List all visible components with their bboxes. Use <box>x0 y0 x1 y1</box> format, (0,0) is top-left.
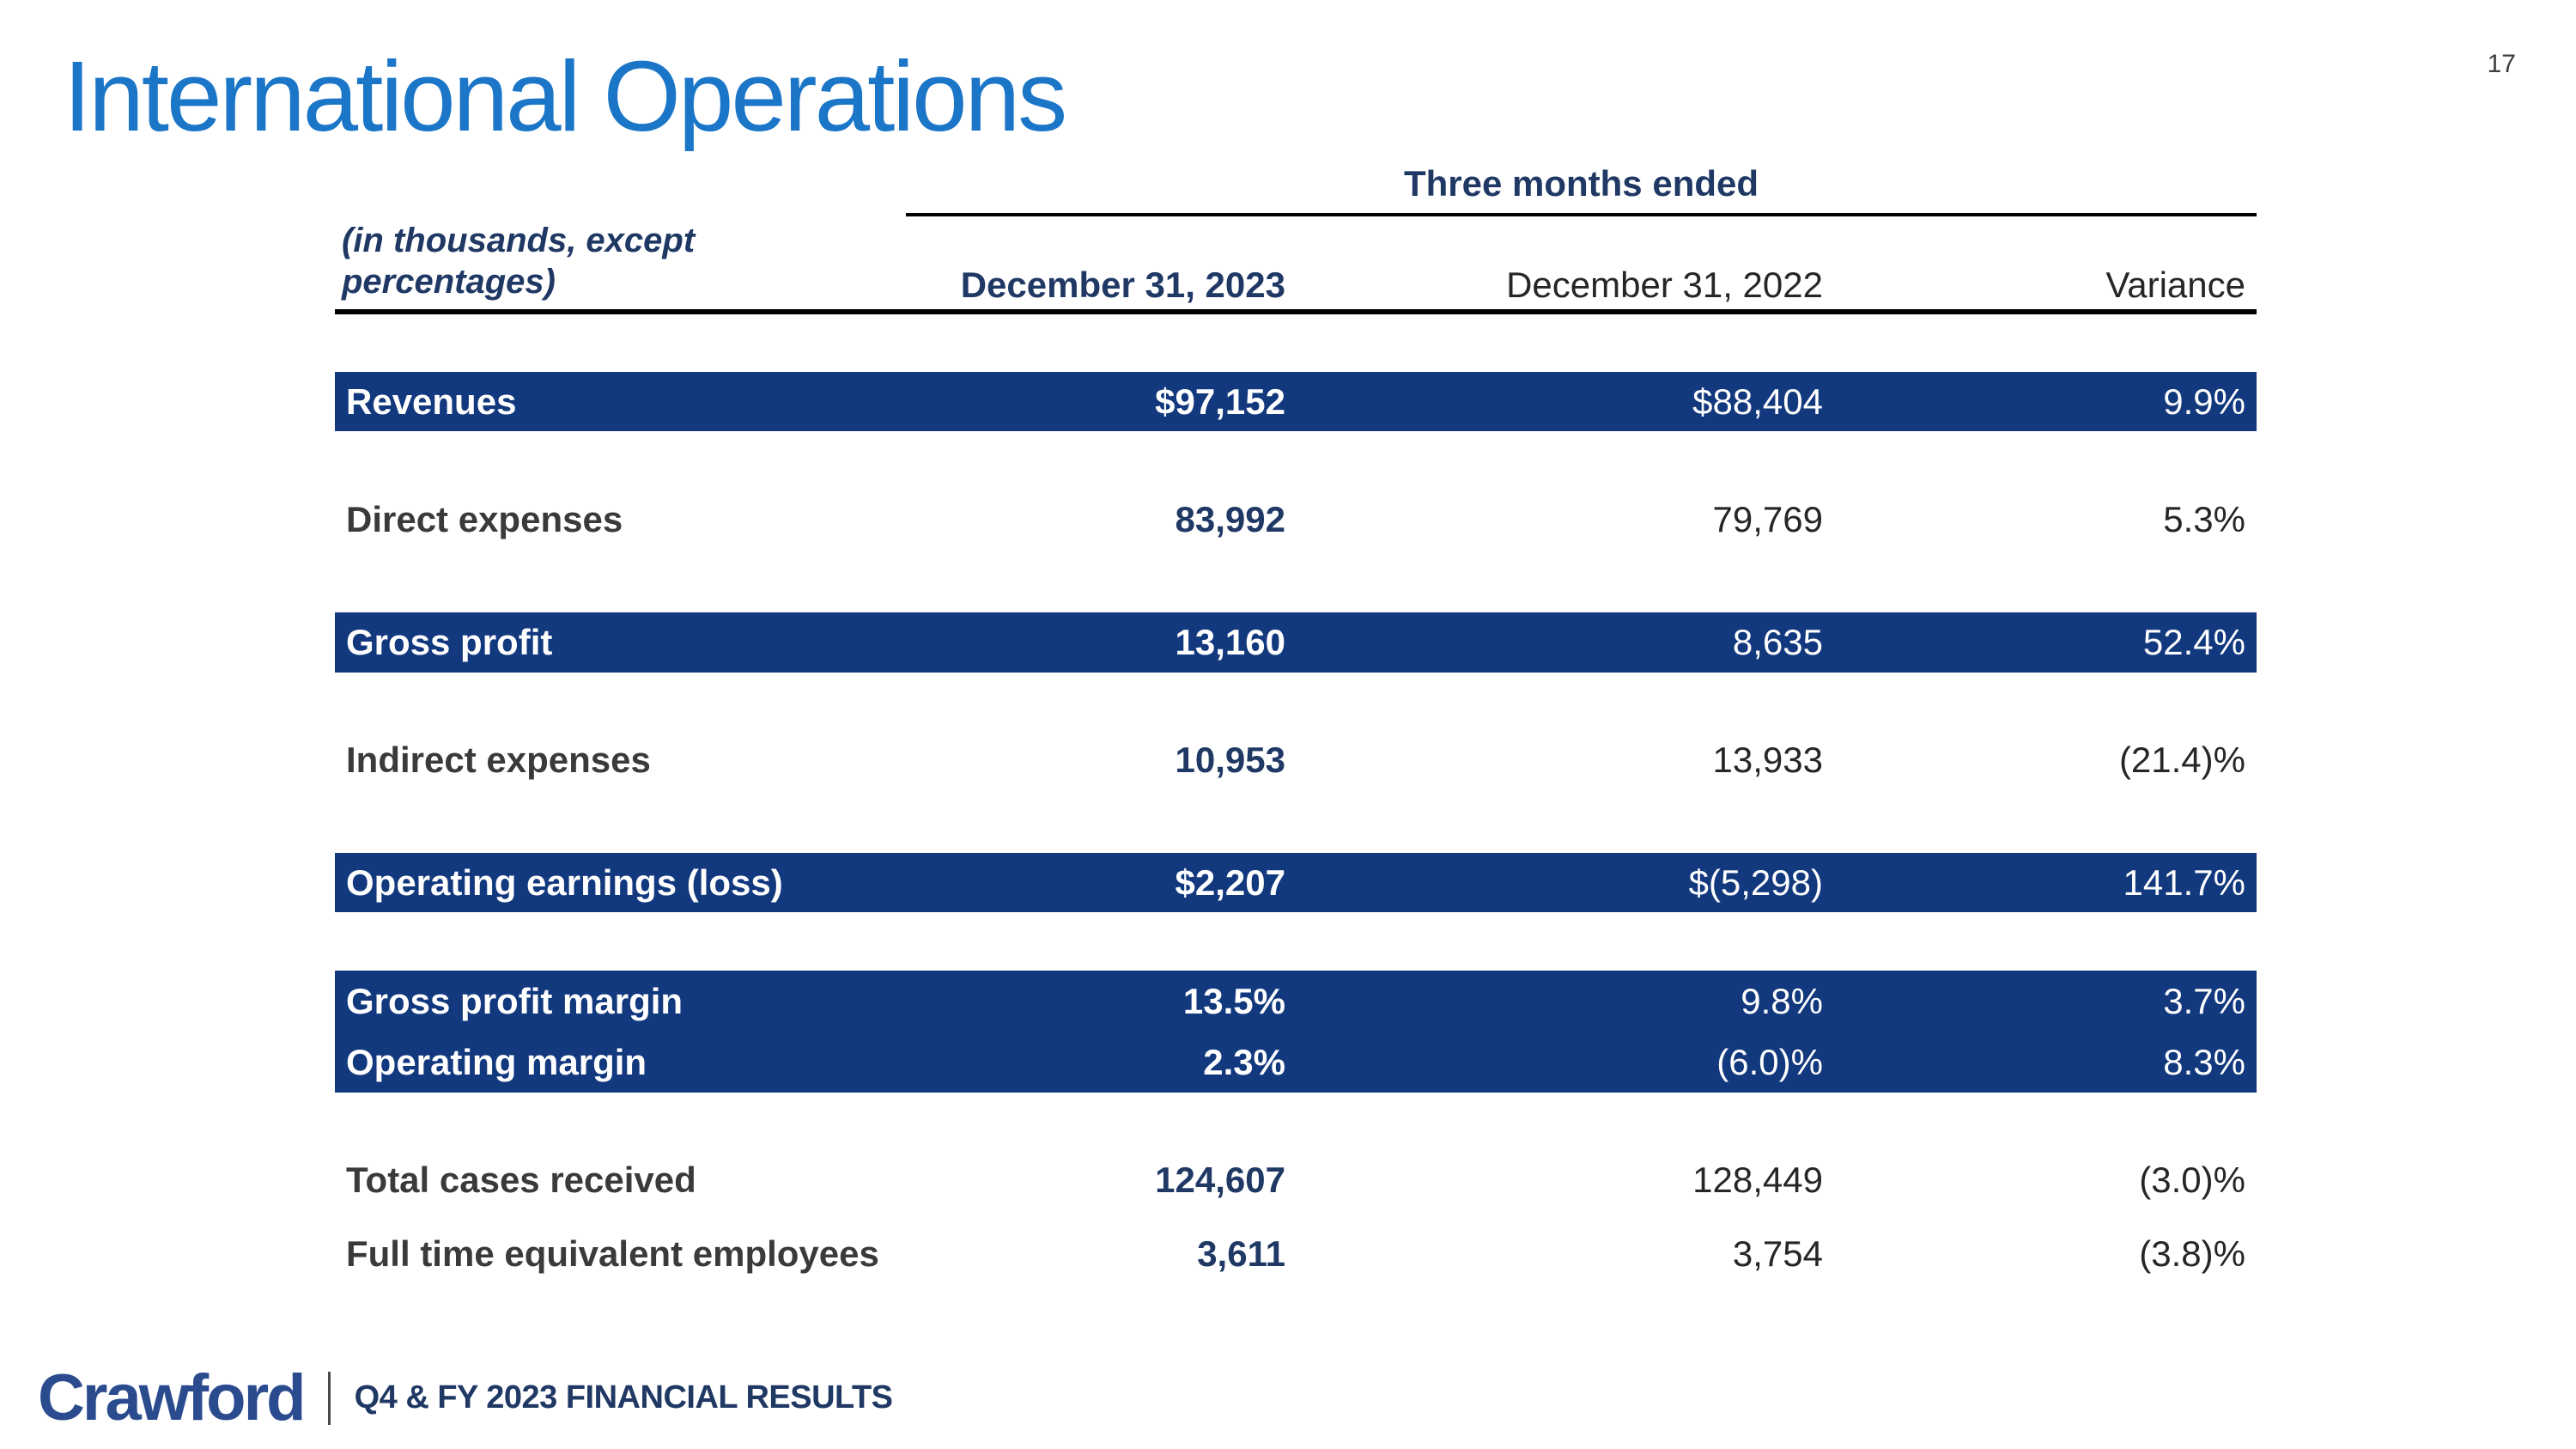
value-2022: 3,754 <box>1732 1233 1823 1274</box>
value-variance: 141.7% <box>2123 861 2245 903</box>
value-variance: 8.3% <box>2163 1041 2245 1082</box>
value-2023: 83,992 <box>1175 499 1285 539</box>
table-column-headers: December 31, 2023 December 31, 2022 Vari… <box>335 254 2257 306</box>
crawford-logo: Crawford <box>38 1361 307 1434</box>
row-label: Direct expenses <box>346 499 623 539</box>
value-2023: 2.3% <box>1203 1041 1285 1082</box>
row-label: Gross profit margin <box>346 980 683 1021</box>
row-label: Indirect expenses <box>346 740 651 780</box>
footer-divider <box>327 1371 331 1425</box>
footer-subtitle: Q4 & FY 2023 FINANCIAL RESULTS <box>354 1379 893 1416</box>
value-variance: 9.9% <box>2163 381 2245 422</box>
table-row-indirect-expenses: Indirect expenses 10,953 13,933 (21.4)% <box>335 735 2257 785</box>
table-row-gross-profit: Gross profit 13,160 8,635 52.4% <box>335 612 2257 673</box>
value-2023: $97,152 <box>1155 381 1285 422</box>
value-2022: 8,635 <box>1732 622 1823 662</box>
column-header-dec-2023: December 31, 2023 <box>960 265 1285 305</box>
value-2023: $2,207 <box>1175 861 1285 903</box>
value-variance: 5.3% <box>2163 499 2245 539</box>
table-row-gross-profit-margin: Gross profit margin 13.5% 9.8% 3.7% <box>335 971 2257 1032</box>
table-row-fte: Full time equivalent employees 3,611 3,7… <box>335 1229 2257 1279</box>
row-label: Total cases received <box>346 1160 696 1200</box>
value-variance: (3.0)% <box>2139 1160 2245 1200</box>
table-row-total-cases: Total cases received 124,607 128,449 (3.… <box>335 1155 2257 1205</box>
column-header-dec-2022: December 31, 2022 <box>1506 265 1823 305</box>
page-title: International Operations <box>64 40 1067 152</box>
value-2023: 13.5% <box>1182 980 1285 1021</box>
value-2022: $88,404 <box>1692 381 1823 422</box>
value-2023: 3,611 <box>1197 1233 1285 1274</box>
value-2022: $(5,298) <box>1688 861 1823 903</box>
page-number: 17 <box>2487 50 2516 78</box>
value-2022: 13,933 <box>1712 740 1823 780</box>
value-variance: (3.8)% <box>2139 1233 2245 1274</box>
value-variance: 3.7% <box>2163 980 2245 1021</box>
table-row-operating-earnings: Operating earnings (loss) $2,207 $(5,298… <box>335 853 2257 912</box>
table-rows-margins: Gross profit margin 13.5% 9.8% 3.7% Oper… <box>335 971 2257 1093</box>
table-row-operating-margin: Operating margin 2.3% (6.0)% 8.3% <box>335 1032 2257 1093</box>
header-bottom-rule <box>335 309 2257 314</box>
value-2023: 10,953 <box>1175 740 1285 780</box>
group-header-rule <box>906 213 2257 216</box>
value-2022: 9.8% <box>1741 980 1823 1021</box>
table-units-note-line1: (in thousands, except <box>342 222 696 259</box>
value-2023: 13,160 <box>1175 622 1285 662</box>
value-2022: (6.0)% <box>1716 1041 1823 1082</box>
table-row-direct-expenses: Direct expenses 83,992 79,769 5.3% <box>335 495 2257 545</box>
value-variance: 52.4% <box>2142 622 2245 662</box>
value-2023: 124,607 <box>1155 1160 1285 1200</box>
value-2022: 79,769 <box>1712 499 1823 539</box>
value-2022: 128,449 <box>1692 1160 1823 1200</box>
row-label: Revenues <box>346 381 517 422</box>
table-group-header: Three months ended <box>1403 163 1759 204</box>
row-label: Gross profit <box>346 622 553 662</box>
table-units-note-line2: percentages) <box>342 263 556 301</box>
footer: Crawford Q4 & FY 2023 FINANCIAL RESULTS <box>38 1361 893 1435</box>
row-label: Full time equivalent employees <box>346 1233 879 1274</box>
table-row-revenues: Revenues $97,152 $88,404 9.9% <box>335 372 2257 431</box>
row-label: Operating margin <box>346 1041 647 1082</box>
row-label: Operating earnings (loss) <box>346 861 783 903</box>
column-header-variance: Variance <box>2105 265 2245 305</box>
table-units-note: (in thousands, except percentages) <box>342 220 695 302</box>
value-variance: (21.4)% <box>2118 740 2245 780</box>
